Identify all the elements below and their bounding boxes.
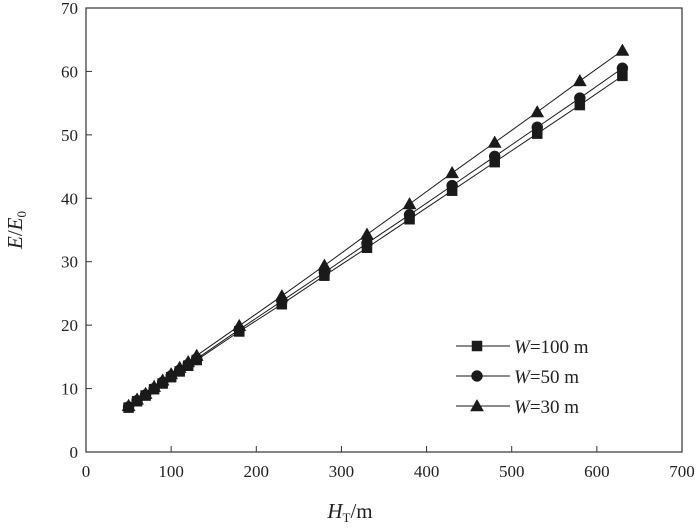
data-point-triangle: [530, 105, 545, 118]
data-point-triangle: [189, 348, 204, 361]
data-point-triangle: [121, 398, 136, 411]
data-point-triangle: [155, 373, 170, 386]
y-tick-label: 70: [61, 0, 78, 18]
y-tick-label: 60: [61, 62, 78, 81]
data-point-triangle: [402, 196, 417, 210]
legend-item: W=50 m: [456, 367, 579, 388]
data-point-triangle: [317, 258, 332, 271]
x-tick-label: 0: [82, 462, 91, 481]
y-tick-label: 40: [61, 189, 78, 208]
legend-marker-triangle: [470, 398, 484, 412]
legend-item: W=30 m: [456, 397, 579, 418]
x-tick-label: 700: [669, 462, 695, 481]
data-point-triangle: [232, 318, 247, 332]
data-point-triangle: [138, 386, 153, 399]
data-point-triangle: [572, 73, 587, 87]
x-tick-label: 100: [158, 462, 184, 481]
data-point-triangle: [274, 288, 289, 302]
x-tick-label: 400: [414, 462, 440, 481]
data-point-circle: [446, 179, 458, 192]
x-tick-label: 300: [329, 462, 355, 481]
legend: W=100 m W=50 m W=30 m: [456, 337, 589, 418]
legend-item: W=100 m: [456, 337, 589, 358]
data-point-triangle: [445, 165, 460, 179]
series-layer: [121, 43, 630, 413]
y-tick-label: 50: [61, 126, 78, 145]
data-point-circle: [531, 121, 544, 133]
legend-label: W=50 m: [514, 367, 579, 388]
y-tick-label: 30: [61, 253, 78, 272]
data-point-circle: [574, 92, 586, 104]
legend-marker-square: [471, 340, 483, 352]
data-point-triangle: [147, 379, 162, 392]
y-tick-label: 0: [70, 443, 79, 462]
legend-marker-circle: [471, 370, 483, 382]
x-axis-label: HT/m: [326, 499, 372, 525]
y-tick-label: 20: [61, 316, 78, 335]
data-point-triangle: [615, 43, 630, 56]
y-axis: 0 10 20 30 40 50 60 70: [61, 0, 92, 462]
data-point-triangle: [487, 135, 502, 148]
series-triangle: [121, 43, 630, 411]
plot-frame: [85, 7, 683, 453]
data-point-circle: [488, 150, 501, 163]
x-tick-label: 600: [584, 462, 610, 481]
data-point-triangle: [181, 354, 196, 368]
data-point-triangle: [164, 366, 179, 380]
x-tick-label: 500: [499, 462, 525, 481]
legend-label: W=100 m: [514, 337, 589, 358]
legend-label: W=30 m: [514, 397, 579, 418]
data-point-triangle: [360, 227, 374, 240]
data-point-circle: [403, 209, 416, 221]
x-axis: 0 100 200 300 400 500 600 700: [82, 446, 695, 481]
y-tick-label: 10: [61, 380, 78, 399]
y-axis-label: E/E0: [3, 211, 29, 250]
data-point-circle: [616, 62, 629, 75]
x-tick-label: 200: [244, 462, 270, 481]
